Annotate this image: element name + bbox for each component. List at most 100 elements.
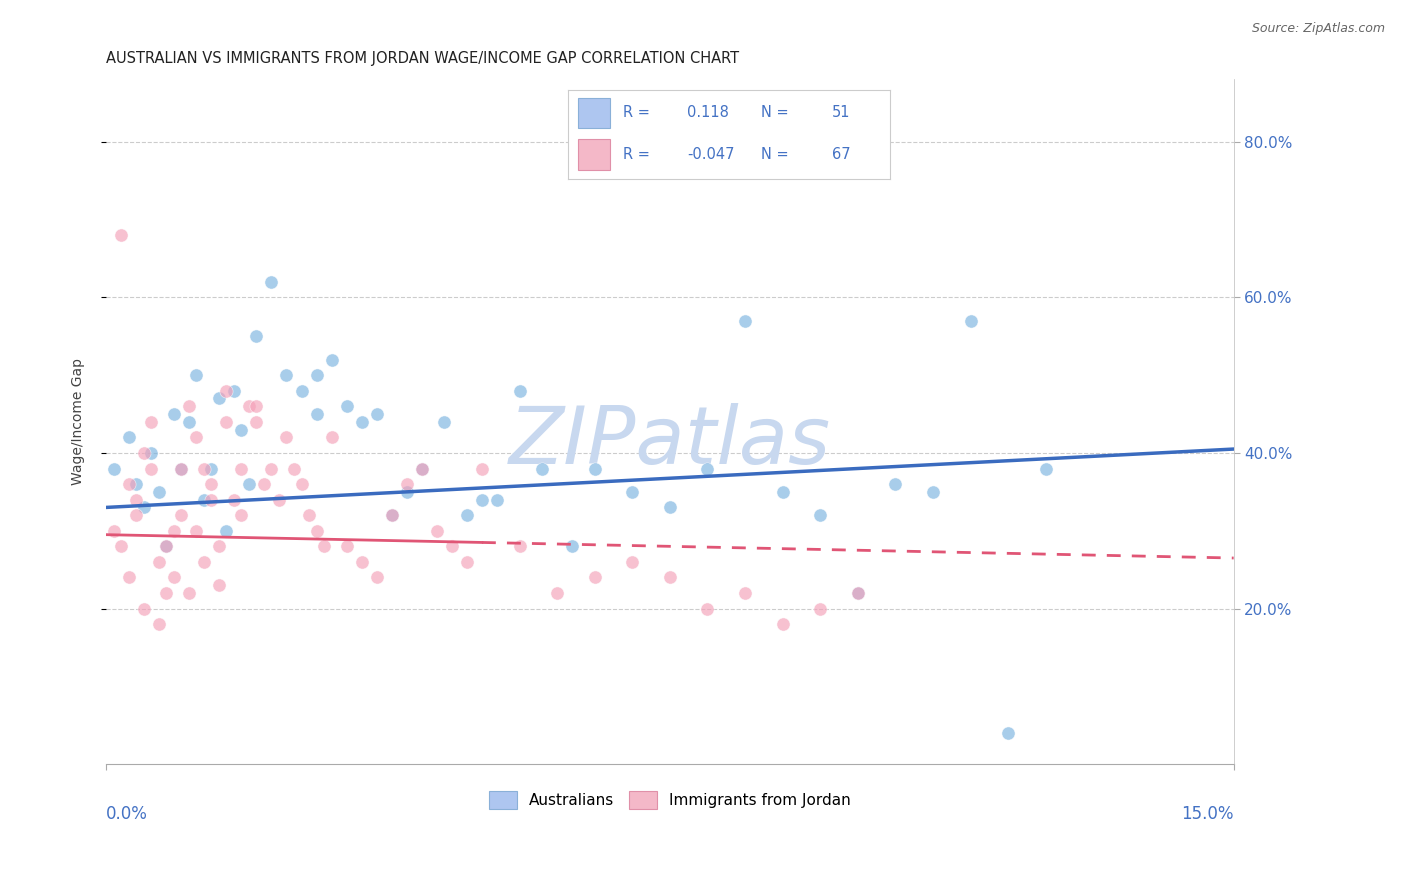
Point [305,368,328,383]
Point [148,617,170,632]
Point [110,539,132,553]
Point [621,484,644,499]
Point [509,384,531,398]
Point [658,570,681,584]
Point [253,477,276,491]
Point [426,524,449,538]
Point [260,461,283,475]
Point [696,601,718,615]
Point [290,384,312,398]
Text: Source: ZipAtlas.com: Source: ZipAtlas.com [1251,22,1385,36]
Point [200,477,222,491]
Point [734,313,756,327]
Point [456,555,478,569]
Point [110,227,132,242]
Point [177,586,200,600]
Point [125,492,148,507]
Point [117,570,139,584]
Text: AUSTRALIAN VS IMMIGRANTS FROM JORDAN WAGE/INCOME GAP CORRELATION CHART: AUSTRALIAN VS IMMIGRANTS FROM JORDAN WAG… [105,51,740,66]
Point [132,446,155,460]
Point [485,492,508,507]
Point [186,524,208,538]
Point [366,407,388,421]
Point [298,508,321,523]
Point [305,524,328,538]
Point [231,423,253,437]
Point [222,492,245,507]
Point [163,407,186,421]
Point [583,570,606,584]
Point [177,415,200,429]
Point [238,399,260,413]
Point [336,539,359,553]
Point [321,430,343,444]
Point [208,392,231,406]
Point [170,461,193,475]
Point [366,570,388,584]
Point [922,484,945,499]
Point [276,368,298,383]
Point [141,446,163,460]
Point [395,477,418,491]
Point [208,539,231,553]
Point [215,524,238,538]
Point [155,539,177,553]
Point [808,508,831,523]
Point [125,477,148,491]
Point [846,586,869,600]
Point [509,539,531,553]
Point [1035,461,1057,475]
Point [193,492,215,507]
Point [884,477,907,491]
Point [395,484,418,499]
Point [997,726,1019,740]
Point [734,586,756,600]
Point [200,492,222,507]
Point [222,384,245,398]
Point [215,384,238,398]
Point [583,461,606,475]
Point [959,313,981,327]
Point [103,524,125,538]
Point [132,500,155,515]
Point [336,399,359,413]
Point [658,500,681,515]
Point [163,570,186,584]
Point [456,508,478,523]
Point [305,407,328,421]
Point [103,461,125,475]
Point [177,399,200,413]
Point [321,352,343,367]
Point [193,461,215,475]
Point [772,617,794,632]
Point [290,477,312,491]
Point [381,508,404,523]
Point [141,415,163,429]
Point [193,555,215,569]
Point [141,461,163,475]
Point [267,492,290,507]
Text: 0.0%: 0.0% [105,805,148,823]
Point [245,399,267,413]
Point [471,492,494,507]
Point [215,415,238,429]
Point [155,586,177,600]
Point [276,430,298,444]
Point [117,477,139,491]
Point [148,555,170,569]
Y-axis label: Wage/Income Gap: Wage/Income Gap [72,359,86,485]
Point [350,555,373,569]
Point [696,461,718,475]
Text: ZIPatlas: ZIPatlas [509,403,831,482]
Point [125,508,148,523]
Legend: Australians, Immigrants from Jordan: Australians, Immigrants from Jordan [482,785,856,815]
Point [231,461,253,475]
Point [186,430,208,444]
Point [846,586,869,600]
Point [200,461,222,475]
Text: 15.0%: 15.0% [1181,805,1233,823]
Point [208,578,231,592]
Point [433,415,456,429]
Point [238,477,260,491]
Point [808,601,831,615]
